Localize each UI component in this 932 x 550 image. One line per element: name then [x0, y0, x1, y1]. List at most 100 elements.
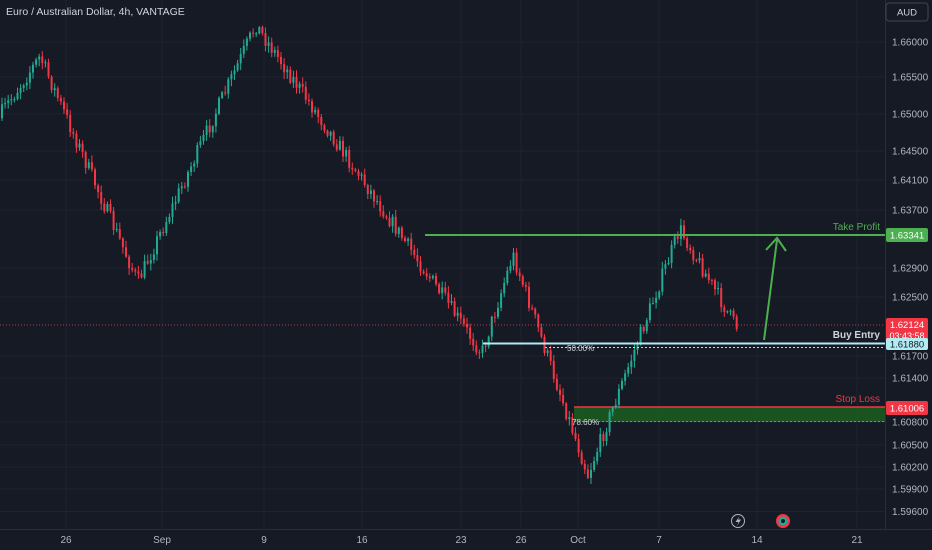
candle-body — [298, 83, 301, 88]
candle-body — [431, 275, 434, 279]
candle-body — [94, 169, 96, 186]
candle-body — [227, 79, 230, 94]
candle-body — [400, 227, 403, 238]
candle-body — [466, 324, 468, 328]
candle-body — [10, 99, 13, 101]
buy-entry-label: Buy Entry — [833, 330, 881, 341]
stop-loss-zone — [574, 407, 885, 422]
candle-body — [515, 252, 518, 273]
candle-body — [521, 276, 524, 285]
candle-body — [639, 326, 642, 345]
candle-body — [264, 33, 267, 46]
candle-body — [332, 131, 335, 145]
candle-body — [503, 282, 506, 294]
price-axis[interactable]: 1.66000 1.65500 1.65000 1.64500 1.64100 1.637… — [892, 38, 929, 519]
time-tick-label: 26 — [60, 535, 72, 546]
currency-button[interactable] — [885, 2, 929, 22]
candle-body — [109, 203, 112, 211]
candle-body — [317, 109, 320, 117]
candle-body — [385, 216, 388, 218]
candle-body — [373, 190, 375, 202]
candle-body — [478, 352, 481, 354]
time-tick-label: 16 — [356, 535, 368, 546]
candle-body — [645, 320, 648, 332]
candle-body — [382, 211, 385, 217]
candle-body — [627, 367, 630, 374]
candle-body — [140, 273, 143, 278]
candle-body — [531, 307, 534, 309]
candle-body — [456, 312, 459, 316]
candle-body — [475, 345, 478, 353]
price-tick-label: 1.64100 — [892, 176, 929, 187]
candle-body — [689, 247, 692, 251]
candle-body — [565, 403, 568, 420]
candle-body — [196, 145, 199, 164]
candle-body — [115, 228, 118, 230]
candle-body — [159, 231, 162, 237]
candle-body — [292, 77, 295, 83]
price-tick-label: 1.59900 — [892, 485, 929, 496]
candle-body — [224, 92, 227, 94]
candle-body — [149, 259, 152, 264]
price-tick-label: 1.64500 — [892, 147, 929, 158]
current-price-tag — [886, 318, 928, 342]
candle-body — [552, 360, 555, 379]
candle-body — [97, 185, 100, 192]
candle-body — [481, 345, 484, 353]
candle-body — [335, 144, 338, 150]
candle-body — [4, 103, 7, 105]
candle-body — [512, 252, 515, 266]
candle-body — [41, 56, 44, 64]
candle-body — [187, 172, 189, 187]
time-tick-label: Oct — [570, 535, 586, 546]
candle-body — [673, 236, 676, 246]
price-tick-label: 1.65000 — [892, 110, 929, 121]
candles-group — [1, 25, 738, 484]
fib-786-label: 78.60% — [572, 418, 599, 427]
candle-body — [534, 308, 537, 315]
candle-body — [369, 190, 372, 194]
take-profit-price-tag — [886, 228, 928, 242]
candle-body — [174, 201, 177, 204]
candle-body — [735, 316, 738, 330]
candle-body — [47, 62, 50, 77]
tradingview-logo-icon[interactable] — [776, 514, 790, 528]
candle-body — [518, 272, 521, 277]
candle-body — [32, 64, 34, 73]
buy-entry-price-tag — [886, 338, 928, 350]
candle-body — [125, 247, 127, 257]
candle-body — [593, 461, 596, 470]
candle-body — [493, 316, 496, 318]
candle-body — [707, 273, 710, 281]
candle-body — [661, 268, 664, 292]
candle-body — [50, 76, 53, 91]
candle-body — [630, 360, 633, 368]
candle-body — [422, 271, 425, 274]
candle-body — [236, 63, 239, 71]
candle-body — [617, 388, 620, 405]
candle-body — [562, 394, 565, 404]
candle-body — [469, 327, 472, 339]
candle-body — [416, 255, 419, 262]
candle-body — [177, 188, 180, 202]
candle-body — [295, 77, 298, 88]
candle-body — [462, 318, 465, 325]
candle-body — [199, 141, 202, 146]
candle-body — [701, 258, 704, 277]
lightning-icon[interactable] — [731, 514, 745, 528]
price-tick-label: 1.62500 — [892, 293, 929, 304]
candle-body — [162, 231, 165, 234]
candle-body — [726, 311, 729, 313]
candle-body — [53, 88, 56, 91]
candle-body — [686, 238, 689, 248]
candle-body — [233, 70, 236, 75]
time-tick-label: 26 — [515, 535, 527, 546]
candle-body — [100, 191, 103, 204]
candle-body — [363, 174, 366, 186]
candle-body — [487, 336, 490, 347]
candle-body — [720, 287, 723, 308]
time-axis[interactable]: 26 Sep 9 16 23 26 Oct 7 14 21 — [60, 535, 863, 546]
candle-body — [642, 326, 645, 332]
candle-body — [87, 162, 90, 168]
